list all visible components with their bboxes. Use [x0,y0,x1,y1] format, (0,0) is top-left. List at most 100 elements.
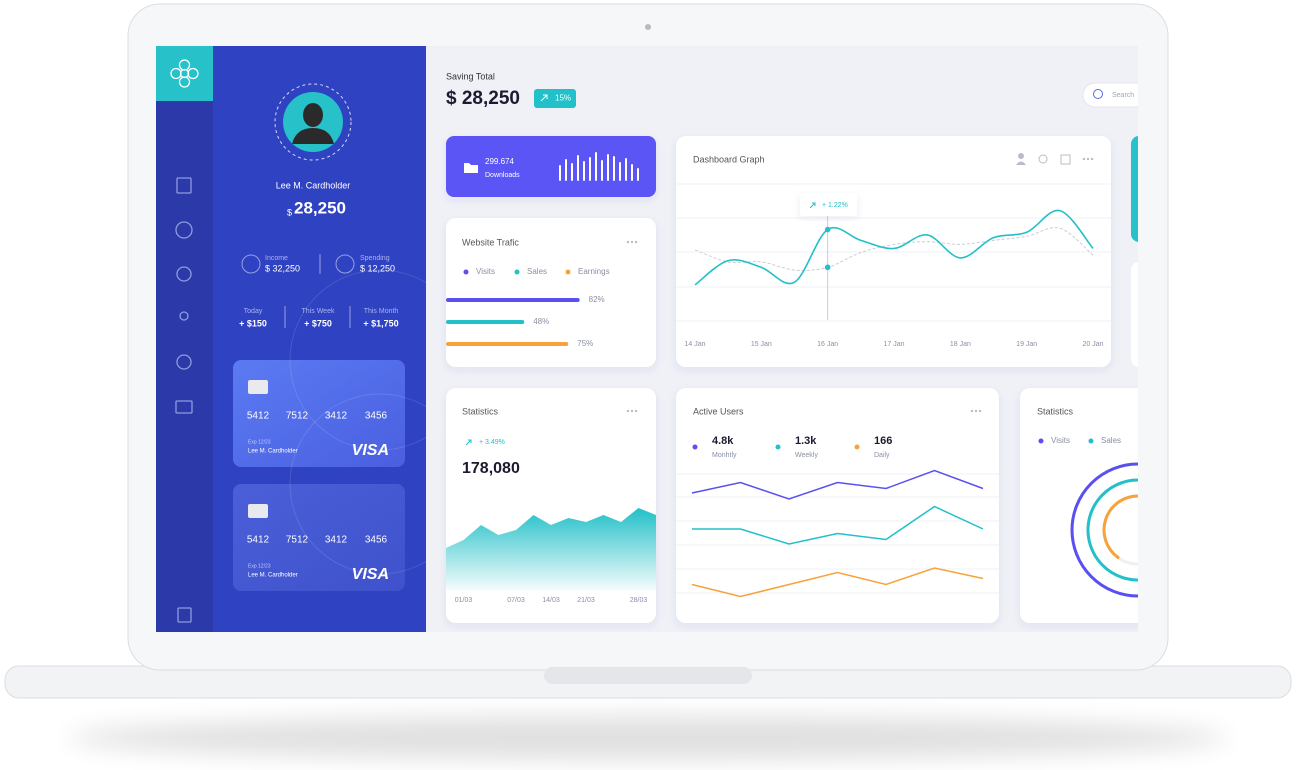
income-value: $ 32,250 [265,263,300,273]
legend-dot [854,444,860,450]
card-number: 5412 [247,411,270,422]
camera [645,24,651,30]
side-card [1131,262,1138,367]
area [446,508,656,590]
total: 178,080 [462,460,520,477]
bar [619,162,621,181]
legend-total: 1.3k [795,435,817,447]
logo-tile[interactable] [156,46,213,101]
x-tick-label: 16 Jan [817,341,838,348]
legend-dot [565,269,571,275]
trend-arrow [465,439,472,446]
period-value: + $1,750 [363,318,398,328]
period-value: + $150 [239,318,267,328]
legend-dot [775,444,781,450]
card-expiry: Exp 12/23 [248,563,271,569]
tooltip-arrow [809,202,816,209]
bar [625,158,627,181]
nav-icon[interactable] [175,221,193,239]
nav-icon[interactable] [175,400,193,414]
avatar-ring [274,83,352,161]
logout-icon[interactable] [177,607,192,623]
currency: $ [287,207,292,217]
nav-icon[interactable] [176,177,192,194]
laptop-notch [544,667,752,684]
base-shadow [68,716,1228,760]
credit-card[interactable] [233,360,405,467]
icon-strip [156,46,213,632]
avatar-body [292,128,334,144]
card-number: 7512 [286,535,309,546]
rings-card [1020,388,1138,623]
x-tick-label: 19 Jan [1016,341,1037,348]
legend-label: Visits [476,267,495,276]
folder-icon [464,163,478,173]
nav-icon[interactable] [176,354,192,370]
x-tick-label: 01/03 [455,597,473,604]
avatar-head [303,103,323,127]
search-icon [1093,89,1103,99]
card-number: 3412 [325,535,348,546]
tooltip-text: + 1.22% [822,202,848,209]
search-placeholder: Search [1112,92,1134,99]
card-expiry: Exp 12/23 [248,439,271,445]
nav-icon[interactable] [176,266,192,282]
nav-icons [175,177,193,623]
search-box[interactable] [1082,82,1163,108]
ring [1070,462,1138,598]
x-tick-label: 20 Jan [1083,341,1104,348]
legend-label: Earnings [578,267,610,276]
badge-arrow [540,94,548,102]
screen: Saving Total $ 28,250 15% Search Lee M. Card… [156,46,1163,632]
value-label: 75% [577,339,593,348]
legend-dot [1088,438,1094,444]
point [824,226,831,233]
card-number: 5412 [247,535,270,546]
nav-icon[interactable] [179,311,189,321]
period-label: This Week [302,308,335,315]
bar [446,342,569,346]
bar [601,160,603,181]
value-label: 82% [589,295,605,304]
legend-total: 4.8k [712,435,734,447]
legend-label: Sales [527,267,547,276]
logo [170,59,199,88]
legend-dot [692,444,698,450]
card-holder: Lee M. Cardholder [248,449,298,455]
x-tick-label: 07/03 [507,597,525,604]
credit-card[interactable] [233,484,405,591]
value-label: 48% [533,317,549,326]
x-tick-label: 14 Jan [684,341,705,348]
legend-label: Weekly [795,452,818,459]
card-number: 3456 [365,411,388,422]
x-tick-label: 15 Jan [751,341,772,348]
ring [1102,494,1138,560]
legend-label: Monhtly [712,452,737,459]
legend-label: Visits [1051,436,1070,445]
saving-amount: $ 28,250 [446,88,520,109]
badge-text: 15% [555,94,571,103]
active-users-card [676,388,999,623]
bar [571,163,573,181]
x-tick-label: 28/03 [630,597,648,604]
card-title: Active Users [693,406,744,416]
legend-dot [1038,438,1044,444]
line [692,505,984,545]
downloads-value: 299.674 [485,157,514,166]
card-title: Statistics [1037,406,1074,416]
line [694,227,1094,271]
downloads-card [446,136,656,197]
income-label: Income [265,255,288,262]
card-title: Statistics [462,406,499,416]
period-label: This Month [364,308,399,315]
saving-title: Saving Total [446,71,495,81]
x-tick-label: 21/03 [577,597,595,604]
legend-total: 166 [874,435,892,447]
bar [631,164,633,181]
bar [559,165,561,181]
card-number: 3412 [325,411,348,422]
balance: 28,250 [294,198,346,217]
card-number: 7512 [286,411,309,422]
bar [577,155,579,181]
